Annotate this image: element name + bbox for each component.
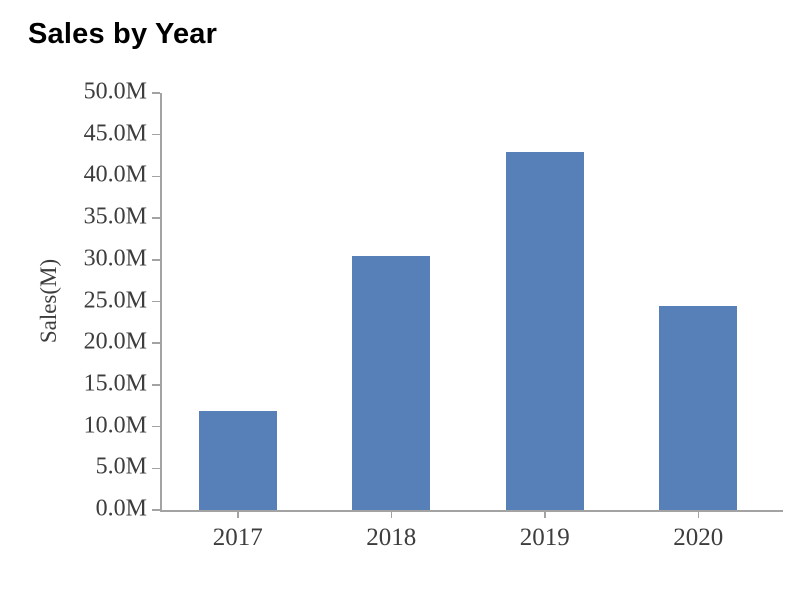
y-axis-tick [152, 92, 160, 94]
y-axis-tick [152, 217, 160, 219]
y-axis-tick [152, 425, 160, 428]
y-axis-tick-label: 20.0M [83, 328, 147, 355]
y-axis-tick-label: 0.0M [95, 495, 147, 522]
x-axis-tick-label: 2017 [212, 524, 263, 551]
y-axis-tick-label: 30.0M [83, 245, 147, 272]
x-axis-tick [697, 510, 699, 518]
y-axis-tick-label: 45.0M [83, 120, 147, 147]
y-axis-tick [152, 300, 160, 303]
y-axis-tick-label: 5.0M [95, 453, 147, 480]
bar-2019 [505, 152, 584, 510]
bar-2020 [659, 305, 738, 510]
y-axis-title: Sales(M) [36, 258, 61, 344]
y-axis-tick-label: 50.0M [83, 78, 147, 105]
x-axis-tick [544, 510, 546, 518]
x-axis-tick [390, 510, 392, 518]
y-axis-tick-label: 40.0M [83, 161, 147, 188]
y-axis-tick [152, 175, 160, 178]
x-axis-tick-label: 2020 [673, 524, 724, 551]
y-axis-tick [152, 342, 160, 344]
y-axis-tick [152, 384, 160, 386]
y-axis-line [160, 93, 162, 512]
bar-2017 [198, 410, 277, 510]
x-axis-tick-label: 2018 [366, 524, 417, 551]
chart-title: Sales by Year [28, 18, 218, 50]
plot-area: 0.0M 5.0M 10.0M 15.0M 20.0M 25.0M 30.0M 35.0M 40… [84, 78, 783, 551]
y-axis-tick [152, 133, 160, 136]
bar-2018 [352, 255, 431, 510]
y-axis-tick-label: 35.0M [83, 203, 147, 230]
x-axis-tick [237, 510, 239, 518]
y-axis-tick-label: 15.0M [83, 370, 147, 397]
x-axis-tick-label: 2019 [519, 524, 570, 551]
y-axis-tick [152, 509, 160, 511]
y-axis-tick [152, 259, 160, 261]
x-axis-line [160, 510, 783, 512]
y-axis-tick-label: 25.0M [83, 286, 147, 313]
y-axis-tick [152, 467, 160, 470]
y-axis-tick-label: 10.0M [83, 412, 147, 439]
